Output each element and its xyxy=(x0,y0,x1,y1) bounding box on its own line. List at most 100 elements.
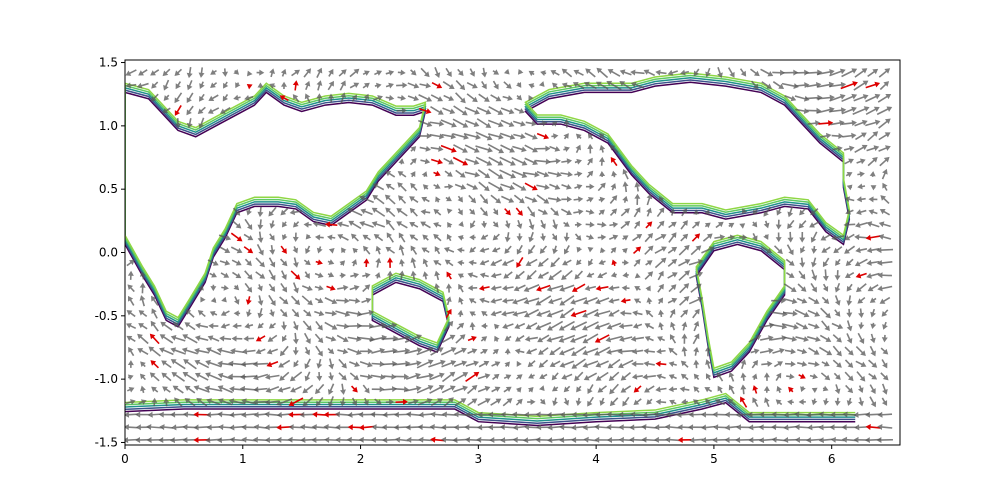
x-tick-label: 1 xyxy=(239,452,247,466)
vector-arrow xyxy=(328,93,335,103)
vector-arrow xyxy=(537,208,548,215)
vector-arrow xyxy=(466,385,478,395)
vector-arrow xyxy=(558,347,575,356)
vector-arrow xyxy=(127,270,134,280)
vector-arrow xyxy=(784,348,796,355)
vector-arrow xyxy=(633,207,641,218)
vector-arrow xyxy=(563,146,570,153)
vector-arrow xyxy=(292,232,299,242)
vector-arrow xyxy=(775,372,782,381)
vector-arrow xyxy=(854,234,869,241)
vector-arrow xyxy=(481,221,487,229)
vector-arrow xyxy=(845,384,854,394)
vector-arrow xyxy=(442,80,455,90)
vector-arrow xyxy=(277,386,291,393)
vector-arrow xyxy=(632,246,642,255)
vector-arrow xyxy=(609,144,619,154)
vector-arrow xyxy=(351,259,357,267)
vector-arrow xyxy=(776,385,782,393)
vector-arrow xyxy=(606,436,621,443)
vector-arrow xyxy=(501,297,514,304)
vector-arrow xyxy=(375,245,382,255)
vector-arrow xyxy=(865,234,881,241)
vector-arrow xyxy=(127,360,134,368)
vector-arrow xyxy=(595,285,609,292)
vector-arrow xyxy=(398,195,407,204)
vector-arrow xyxy=(667,272,678,279)
vector-arrow xyxy=(857,385,864,393)
vector-arrow xyxy=(622,235,629,241)
vector-arrow xyxy=(522,171,540,178)
vector-arrow xyxy=(418,436,433,443)
vector-arrow xyxy=(538,347,549,355)
vector-arrow xyxy=(230,232,243,242)
vector-arrow xyxy=(559,284,575,292)
vector-arrow xyxy=(599,132,606,140)
vector-arrow xyxy=(655,386,667,393)
vector-arrow xyxy=(857,332,865,344)
vector-arrow xyxy=(610,183,617,191)
vector-arrow xyxy=(503,386,512,393)
vector-arrow xyxy=(457,235,464,241)
vector-arrow xyxy=(231,259,242,266)
vector-arrow xyxy=(835,258,841,266)
vector-arrow xyxy=(536,184,550,190)
vector-arrow xyxy=(622,168,629,180)
vector-arrow xyxy=(820,132,832,139)
vector-arrow xyxy=(241,424,257,431)
vector-arrow xyxy=(210,284,217,292)
vector-arrow xyxy=(384,194,396,205)
vector-arrow xyxy=(834,397,841,407)
vector-arrow xyxy=(528,218,535,231)
vector-arrow xyxy=(374,82,382,89)
vector-arrow xyxy=(798,270,806,280)
vector-arrow xyxy=(206,398,221,406)
vector-arrow xyxy=(548,269,562,281)
vector-arrow xyxy=(269,68,275,78)
vector-arrow xyxy=(487,119,504,128)
vector-arrow xyxy=(464,144,480,153)
vector-arrow xyxy=(516,374,523,380)
vector-arrow xyxy=(162,107,171,114)
vector-arrow xyxy=(501,310,515,317)
vector-arrow xyxy=(751,373,758,380)
vector-arrow xyxy=(468,298,477,304)
vector-arrow xyxy=(293,360,299,368)
vector-arrow xyxy=(728,384,735,395)
vector-arrow xyxy=(822,283,829,292)
vector-arrow xyxy=(664,424,681,431)
vector-arrow xyxy=(386,232,394,243)
vector-arrow xyxy=(830,411,845,418)
vector-arrow xyxy=(536,424,551,431)
vector-arrow xyxy=(229,436,245,443)
vector-arrow xyxy=(315,383,325,395)
vector-arrow xyxy=(656,220,665,230)
vector-arrow xyxy=(452,118,469,128)
vector-arrow xyxy=(552,245,558,255)
vector-arrow xyxy=(350,385,358,393)
vector-arrow xyxy=(759,347,774,354)
vector-arrow xyxy=(315,259,323,266)
vector-arrow xyxy=(186,67,193,79)
vector-arrow xyxy=(140,385,146,394)
vector-arrow xyxy=(257,82,264,89)
vector-arrow xyxy=(550,70,560,76)
vector-arrow xyxy=(844,359,854,368)
vector-arrow xyxy=(606,322,622,330)
vector-arrow xyxy=(622,259,629,266)
vector-arrow xyxy=(456,247,465,254)
vector-arrow xyxy=(362,234,371,241)
vector-arrow xyxy=(492,221,499,228)
vector-arrow xyxy=(430,145,444,152)
vector-arrow xyxy=(668,284,677,293)
vector-arrow xyxy=(205,359,222,368)
vector-arrow xyxy=(199,93,205,102)
vector-arrow xyxy=(394,436,409,443)
vector-arrow xyxy=(599,397,606,406)
vector-arrow xyxy=(528,83,535,89)
vector-arrow xyxy=(503,374,512,380)
vector-arrow xyxy=(582,321,599,331)
vector-arrow xyxy=(796,297,808,304)
vector-arrow xyxy=(524,144,538,153)
vector-arrow xyxy=(288,424,304,431)
